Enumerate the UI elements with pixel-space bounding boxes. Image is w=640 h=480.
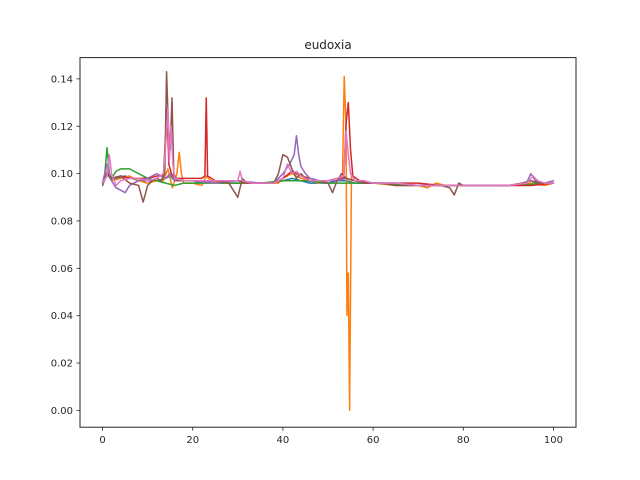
x-tick-label: 40 — [277, 435, 290, 446]
y-tick-label: 0.04 — [51, 311, 73, 322]
series-line-6 — [101, 71, 555, 203]
x-tick-label: 20 — [186, 435, 199, 446]
x-tick-label: 60 — [367, 435, 380, 446]
x-axis: 0 20 40 60 80 100 — [99, 427, 563, 446]
series-layer — [101, 71, 555, 412]
y-tick-label: 0.06 — [51, 264, 73, 275]
series-line-2 — [101, 75, 555, 412]
plot-frame — [79, 57, 577, 428]
y-tick-label: 0.12 — [51, 122, 73, 133]
x-tick-label: 0 — [99, 435, 105, 446]
y-tick-label: 0.02 — [51, 359, 73, 370]
x-tick-label: 80 — [457, 435, 470, 446]
y-axis: 0.00 0.02 0.04 0.06 0.08 0.10 0.12 0.14 — [51, 74, 80, 417]
series-line-7 — [101, 106, 555, 187]
y-tick-label: 0.00 — [51, 406, 73, 417]
x-tick-label: 100 — [544, 435, 563, 446]
y-tick-label: 0.14 — [51, 74, 73, 85]
y-tick-label: 0.08 — [51, 216, 73, 227]
chart-title: eudoxia — [304, 38, 351, 52]
y-tick-label: 0.10 — [51, 169, 73, 180]
